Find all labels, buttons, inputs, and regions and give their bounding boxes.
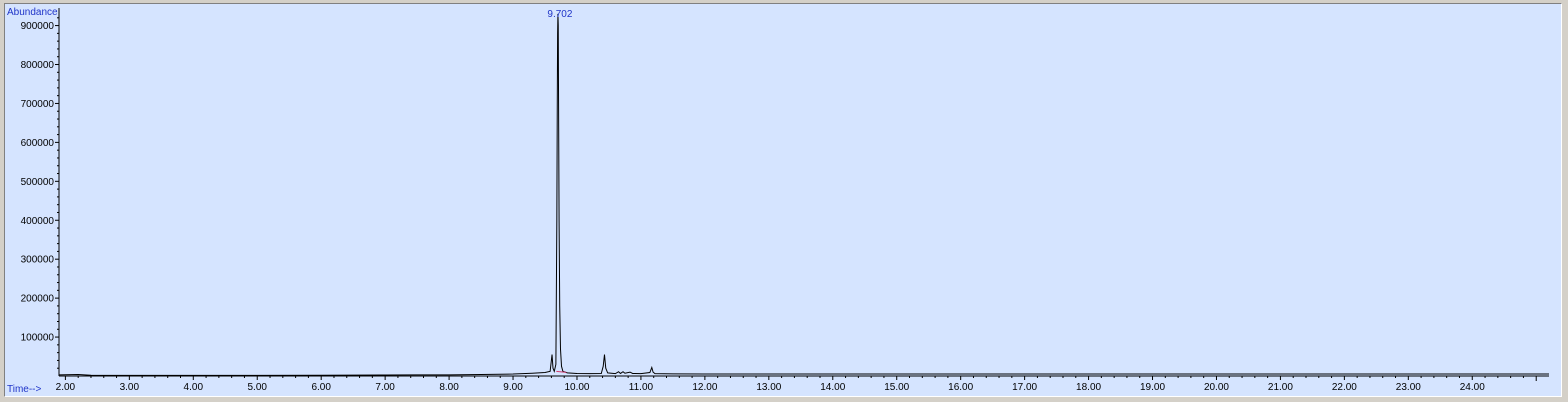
x-tick-label: 6.00	[311, 382, 331, 393]
x-tick-label: 19.00	[1140, 382, 1165, 393]
x-tick-label: 10.00	[564, 382, 589, 393]
y-tick-label: 500000	[21, 177, 55, 188]
x-tick-label: 21.00	[1268, 382, 1293, 393]
x-tick-label: 11.00	[629, 382, 654, 393]
x-tick-label: 13.00	[756, 382, 781, 393]
y-tick-label: 100000	[21, 333, 55, 344]
x-axis-title: Time-->	[7, 384, 42, 395]
x-tick-label: 14.00	[820, 382, 845, 393]
x-tick-label: 3.00	[120, 382, 140, 393]
y-tick-label: 600000	[21, 138, 55, 149]
y-tick-label: 300000	[21, 255, 55, 266]
x-tick-label: 22.00	[1332, 382, 1357, 393]
x-tick-label: 12.00	[692, 382, 717, 393]
x-tick-label: 9.00	[503, 382, 523, 393]
y-axis-title: Abundance	[7, 7, 58, 18]
x-tick-label: 17.00	[1012, 382, 1037, 393]
chromatogram-trace	[58, 13, 1549, 376]
chromatogram-chart: Abundance Time--> 100000 200000 300000 4000…	[7, 7, 1549, 395]
x-tick-label: 18.00	[1076, 382, 1101, 393]
y-tick-label: 700000	[21, 99, 55, 110]
x-tick-label: 15.00	[884, 382, 909, 393]
x-tick-label: 16.00	[948, 382, 973, 393]
x-tick-label: 2.00	[56, 382, 76, 393]
plot-area[interactable]: Abundance Time--> 100000 200000 300000 4000…	[4, 3, 1562, 397]
y-tick-label: 200000	[21, 294, 55, 305]
x-tick-label: 20.00	[1204, 382, 1229, 393]
y-tick-label: 400000	[21, 216, 55, 227]
x-tick-label: 4.00	[184, 382, 204, 393]
y-tick-label: 800000	[21, 60, 55, 71]
x-tick-label: 8.00	[439, 382, 459, 393]
x-tick-label: 24.00	[1460, 382, 1485, 393]
x-tick-label: 5.00	[248, 382, 268, 393]
peak-label: 9.702	[547, 9, 572, 20]
x-tick-label: 7.00	[375, 382, 395, 393]
y-tick-label: 900000	[21, 21, 55, 32]
x-tick-label: 23.00	[1396, 382, 1421, 393]
integration-baseline	[556, 370, 567, 373]
